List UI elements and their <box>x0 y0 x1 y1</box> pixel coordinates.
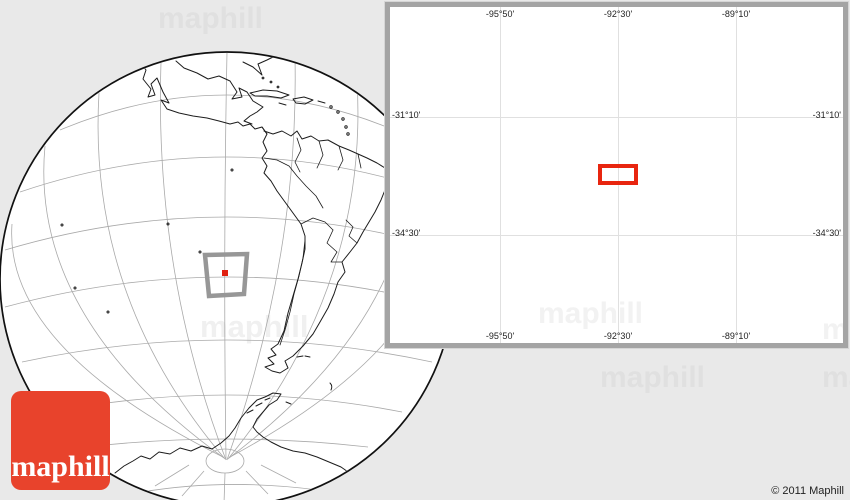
gridline-latitude-1 <box>390 117 843 118</box>
watermark-on-globe: maphill <box>200 309 309 344</box>
cuba <box>249 89 290 99</box>
ocean-island <box>106 310 110 314</box>
copyright-notice: © 2011 Maphill <box>771 485 844 497</box>
lesser-antilles <box>346 132 350 136</box>
longitude-label-bottom-2: -92°30' <box>603 331 633 341</box>
longitude-label-bottom-3: -89°10' <box>721 331 751 341</box>
location-marker-box <box>202 251 250 299</box>
lesser-antilles <box>341 117 345 121</box>
bahamas <box>276 85 280 89</box>
gridline-longitude-2 <box>618 7 619 343</box>
ocean-island <box>60 223 64 227</box>
peninsula-islands <box>285 401 292 405</box>
watermark-in-panel-partial: maphill <box>822 313 848 346</box>
falkland-islands <box>296 355 311 358</box>
florida-coast <box>242 54 278 76</box>
watermark-in-panel: maphill <box>538 297 644 330</box>
bahamas <box>261 76 265 80</box>
lesser-antilles <box>329 105 333 109</box>
longitude-label-top-3: -89°10' <box>721 9 751 19</box>
ocean-island <box>198 250 202 254</box>
south-america-outline <box>261 126 386 374</box>
location-marker-dot <box>222 270 228 276</box>
south-georgia <box>329 382 333 391</box>
watermark-below-panel: maphill <box>600 361 706 394</box>
lesser-antilles <box>344 125 348 129</box>
longitude-label-bottom-1: -95°50' <box>485 331 515 341</box>
watermark-top: maphill <box>158 2 264 35</box>
ocean-island <box>166 222 170 226</box>
lesser-antilles <box>336 110 340 114</box>
hispaniola <box>292 96 314 105</box>
detail-map-panel[interactable]: maphill maphill -95°50' -92°30' -89°10' … <box>385 2 848 348</box>
latitude-label-right-1: -31°10' <box>812 110 841 120</box>
bahamas <box>269 80 273 84</box>
gridline-latitude-2 <box>390 235 843 236</box>
gridline-longitude-1 <box>500 7 501 343</box>
north-america-west-coast <box>137 59 268 135</box>
latitude-label-left-2: -34°30' <box>392 228 421 238</box>
detail-map-area[interactable]: maphill maphill -95°50' -92°30' -89°10' … <box>390 7 843 343</box>
south-shetland-islands <box>246 397 271 414</box>
latitude-label-right-2: -34°30' <box>812 228 841 238</box>
watermark-below-panel-partial: maphill <box>822 361 850 394</box>
maphill-logo-text: maphill <box>11 450 110 483</box>
latitude-label-left-1: -31°10' <box>392 110 421 120</box>
antarctica-coast <box>114 392 352 475</box>
longitude-label-top-1: -95°50' <box>485 9 515 19</box>
puerto-rico <box>317 100 326 104</box>
country-borders <box>263 137 362 346</box>
gridline-longitude-3 <box>736 7 737 343</box>
highlight-rectangle <box>598 164 638 185</box>
ocean-island <box>230 168 234 172</box>
maphill-logo[interactable]: maphill <box>11 391 110 490</box>
gulf-of-mexico-coast <box>175 60 264 125</box>
jamaica <box>278 102 287 106</box>
ocean-island <box>73 286 77 290</box>
longitude-label-top-2: -92°30' <box>603 9 633 19</box>
